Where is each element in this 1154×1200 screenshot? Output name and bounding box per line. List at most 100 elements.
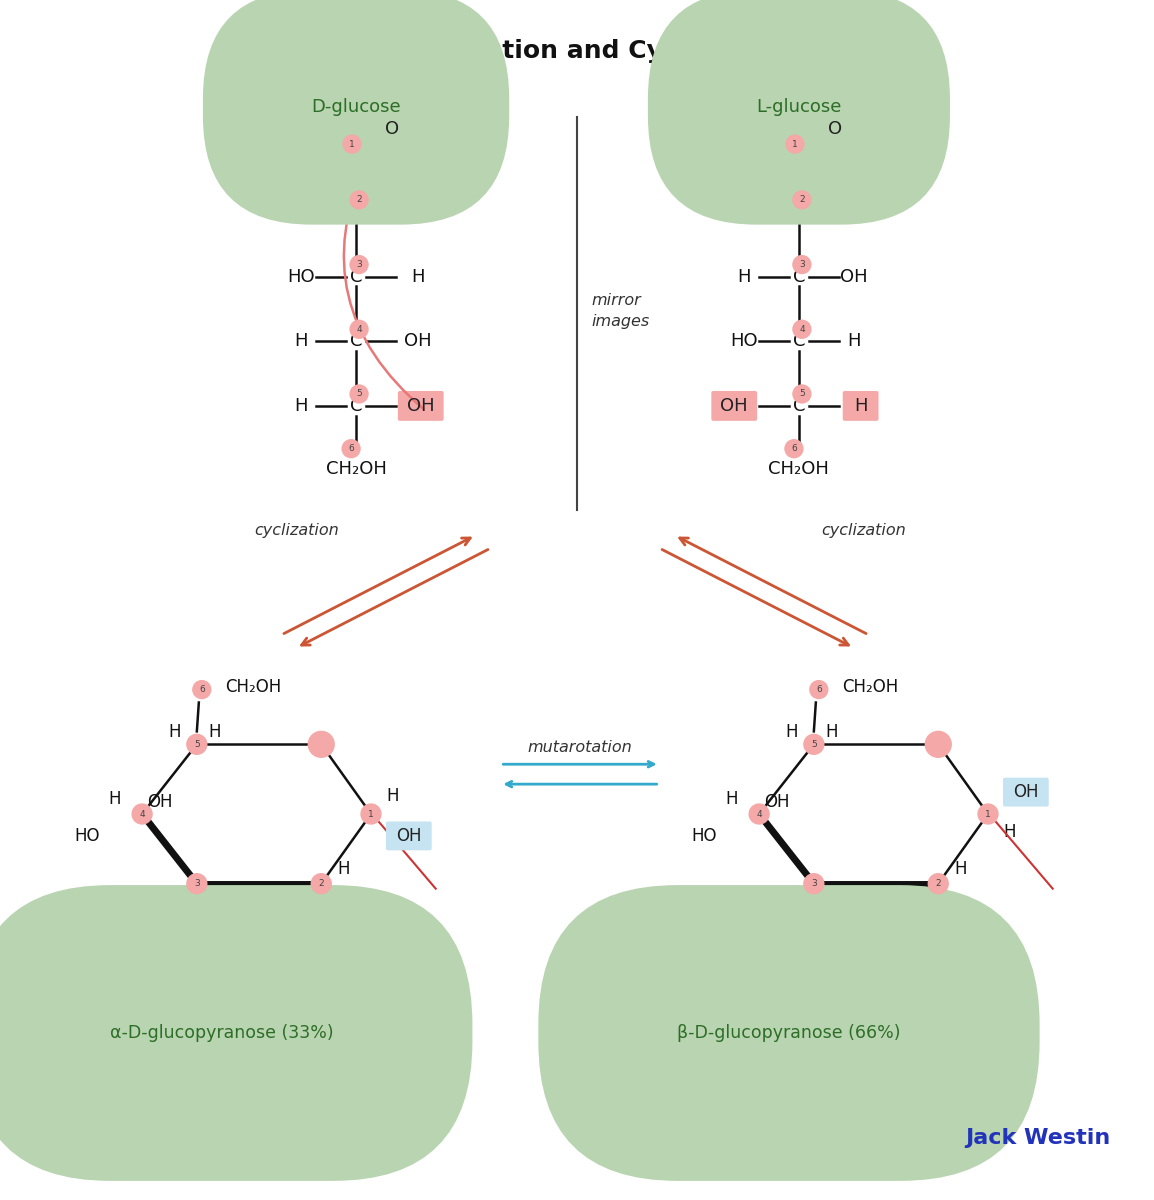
Text: C: C xyxy=(350,268,362,286)
Text: C: C xyxy=(350,203,362,221)
Text: OH: OH xyxy=(720,397,748,415)
Text: 3: 3 xyxy=(811,880,817,888)
Circle shape xyxy=(342,439,360,457)
FancyArrowPatch shape xyxy=(284,538,471,634)
Text: H: H xyxy=(1004,823,1017,841)
Text: C: C xyxy=(793,203,805,221)
Text: 1: 1 xyxy=(350,139,355,149)
Text: 1: 1 xyxy=(368,810,374,818)
Text: 2: 2 xyxy=(936,880,941,888)
Circle shape xyxy=(312,874,331,894)
Text: O: O xyxy=(827,120,841,138)
Text: OH: OH xyxy=(930,935,956,953)
FancyBboxPatch shape xyxy=(819,115,850,143)
Circle shape xyxy=(187,874,207,894)
Text: 4: 4 xyxy=(756,810,762,818)
Circle shape xyxy=(308,731,335,757)
Text: H: H xyxy=(190,935,203,953)
Text: H: H xyxy=(294,203,308,221)
Text: O: O xyxy=(931,736,945,754)
Circle shape xyxy=(350,320,368,338)
Text: H: H xyxy=(737,268,751,286)
Circle shape xyxy=(785,439,803,457)
Text: OH: OH xyxy=(764,793,789,811)
Text: 4: 4 xyxy=(799,325,804,334)
Circle shape xyxy=(793,191,811,209)
Text: 6: 6 xyxy=(198,685,204,694)
Text: C: C xyxy=(793,332,805,350)
Circle shape xyxy=(343,136,361,154)
Text: 1: 1 xyxy=(792,139,797,149)
Text: 5: 5 xyxy=(811,740,817,749)
Text: H: H xyxy=(954,859,966,877)
Circle shape xyxy=(350,256,368,274)
Text: OH: OH xyxy=(404,332,432,350)
Text: 2: 2 xyxy=(799,196,804,204)
Text: cyclization: cyclization xyxy=(254,523,339,538)
Circle shape xyxy=(793,320,811,338)
Text: 6: 6 xyxy=(349,444,354,454)
Circle shape xyxy=(187,734,207,755)
Text: O: O xyxy=(315,736,328,754)
FancyArrowPatch shape xyxy=(301,550,488,646)
FancyBboxPatch shape xyxy=(385,822,432,851)
Text: Mutarotation and Cyclization: Mutarotation and Cyclization xyxy=(372,38,782,62)
Text: 5: 5 xyxy=(357,390,362,398)
Text: H: H xyxy=(854,397,868,415)
FancyBboxPatch shape xyxy=(376,115,407,143)
Text: D-glucose: D-glucose xyxy=(312,98,400,116)
Text: H: H xyxy=(725,790,737,808)
Circle shape xyxy=(804,734,824,755)
Text: CH₂OH: CH₂OH xyxy=(769,460,830,478)
Text: H: H xyxy=(209,724,222,742)
Circle shape xyxy=(350,191,368,209)
Text: 5: 5 xyxy=(799,390,804,398)
Text: CH₂OH: CH₂OH xyxy=(841,678,898,696)
Text: C: C xyxy=(793,397,805,415)
Circle shape xyxy=(133,804,152,824)
Text: HO: HO xyxy=(287,268,315,286)
Text: α-D-glucopyranose (33%): α-D-glucopyranose (33%) xyxy=(110,1024,334,1042)
Text: H: H xyxy=(198,896,211,914)
Circle shape xyxy=(793,256,811,274)
Text: 4: 4 xyxy=(357,325,362,334)
Text: HO: HO xyxy=(75,827,100,845)
FancyBboxPatch shape xyxy=(842,391,878,421)
Text: 4: 4 xyxy=(140,810,145,818)
FancyBboxPatch shape xyxy=(398,391,443,421)
Text: OH: OH xyxy=(396,827,421,845)
Circle shape xyxy=(193,680,211,698)
FancyArrowPatch shape xyxy=(680,538,867,634)
FancyBboxPatch shape xyxy=(1003,778,1049,806)
Text: β-D-glucopyranose (66%): β-D-glucopyranose (66%) xyxy=(677,1024,901,1042)
Text: H: H xyxy=(294,332,308,350)
Circle shape xyxy=(979,804,998,824)
Text: CH₂OH: CH₂OH xyxy=(325,460,387,478)
Text: H: H xyxy=(816,896,829,914)
Text: Anomeric carbon: Anomeric carbon xyxy=(286,966,417,980)
Circle shape xyxy=(928,874,949,894)
Text: H: H xyxy=(808,935,820,953)
Text: H: H xyxy=(108,790,120,808)
Text: OH: OH xyxy=(148,793,173,811)
Text: C: C xyxy=(793,146,805,164)
Circle shape xyxy=(361,804,381,824)
Text: 2: 2 xyxy=(319,880,324,888)
Text: Anomeric carbon: Anomeric carbon xyxy=(902,966,1034,980)
Text: OH: OH xyxy=(327,900,352,918)
Text: HO: HO xyxy=(140,896,165,914)
Text: mirror
images: mirror images xyxy=(592,293,650,329)
Circle shape xyxy=(926,731,951,757)
Text: 1: 1 xyxy=(986,810,991,818)
Text: OH: OH xyxy=(404,203,432,221)
Text: C: C xyxy=(350,146,362,164)
Text: HO: HO xyxy=(691,827,717,845)
Text: H: H xyxy=(337,859,350,877)
Text: H: H xyxy=(847,332,861,350)
Circle shape xyxy=(350,385,368,403)
Text: H: H xyxy=(411,268,425,286)
Text: H: H xyxy=(825,724,838,742)
Text: H: H xyxy=(387,787,399,805)
Text: 6: 6 xyxy=(792,444,796,454)
Text: CH₂OH: CH₂OH xyxy=(225,678,280,696)
